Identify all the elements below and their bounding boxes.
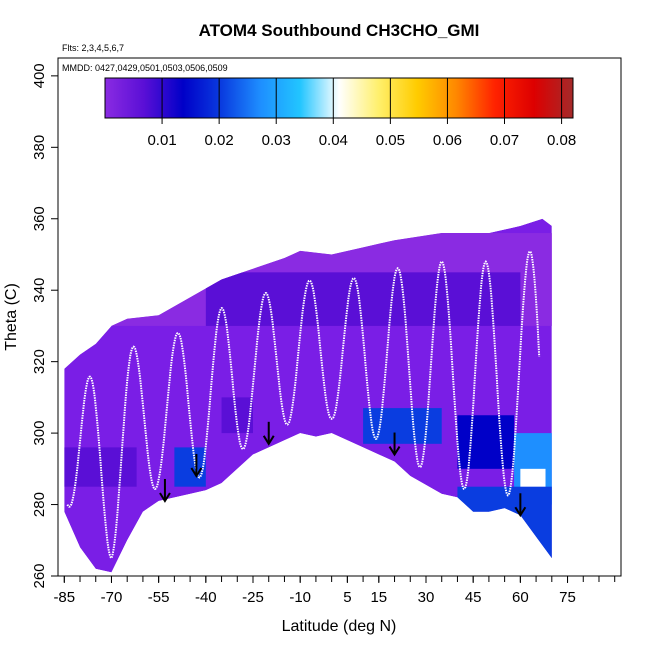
x-tick-label: -40 [195, 589, 217, 606]
y-tick-label: 260 [31, 563, 48, 588]
field-band [457, 486, 552, 559]
colorbar-ramp [104, 77, 574, 119]
colorbar-tick-label: 0.03 [262, 132, 291, 149]
y-tick-label: 300 [31, 421, 48, 446]
field-band [363, 408, 442, 444]
y-tick-label: 400 [31, 63, 48, 88]
x-tick-label: 45 [465, 589, 482, 606]
down-arrow-icon [190, 453, 203, 478]
y-tick-label: 340 [31, 278, 48, 303]
x-axis: -85 -70 -55 -40 -25 -10 5 15 30 45 60 75 [53, 576, 616, 606]
x-tick-label: -10 [289, 589, 311, 606]
arrow-markers [159, 421, 527, 518]
y-tick-label: 280 [31, 492, 48, 517]
x-tick-label: -85 [53, 589, 75, 606]
down-arrow-icon [388, 432, 401, 457]
flights-note: Flts: 2,3,4,5,6,7 [62, 43, 124, 53]
colorbar-tick-label: 0.08 [547, 132, 576, 149]
colorbar-tick-label: 0.04 [319, 132, 348, 149]
y-axis-label: Theta (C) [3, 283, 20, 351]
down-arrow-icon [262, 421, 275, 446]
colorbar-tick-label: 0.05 [376, 132, 405, 149]
chart-title: ATOM4 Southbound CH3CHO_GMI [199, 21, 480, 40]
x-tick-label: 5 [343, 589, 351, 606]
colorbar-tick-label: 0.01 [147, 132, 176, 149]
x-tick-label: 60 [512, 589, 529, 606]
field-band [457, 415, 515, 469]
x-tick-label: -55 [148, 589, 170, 606]
flight-track [66, 249, 541, 560]
y-axis: 260 280 300 320 340 360 380 400 [31, 63, 58, 589]
field-band [221, 397, 254, 434]
x-tick-label: -25 [242, 589, 264, 606]
x-axis-label: Latitude (deg N) [282, 618, 397, 635]
y-tick-label: 360 [31, 206, 48, 231]
x-tick-label: -70 [101, 589, 123, 606]
down-arrow-icon [159, 478, 171, 503]
x-tick-label: 75 [559, 589, 576, 606]
field-band [205, 272, 521, 326]
colorbar-tick-label: 0.02 [205, 132, 234, 149]
curtain-field [64, 218, 552, 573]
down-arrow-icon [514, 493, 527, 518]
field-band [174, 447, 206, 487]
y-tick-label: 380 [31, 135, 48, 160]
colorbar-tick-label: 0.07 [490, 132, 519, 149]
x-tick-label: 30 [418, 589, 435, 606]
plot-frame [57, 57, 622, 577]
y-tick-label: 320 [31, 349, 48, 374]
x-tick-label: 15 [370, 589, 387, 606]
colorbar-tick-label: 0.06 [433, 132, 462, 149]
colorbar: 0.01 0.02 0.03 0.04 0.05 0.06 0.07 0.08 [104, 77, 576, 149]
dates-note: MMDD: 0427,0429,0501,0503,0506,0509 [62, 63, 228, 73]
